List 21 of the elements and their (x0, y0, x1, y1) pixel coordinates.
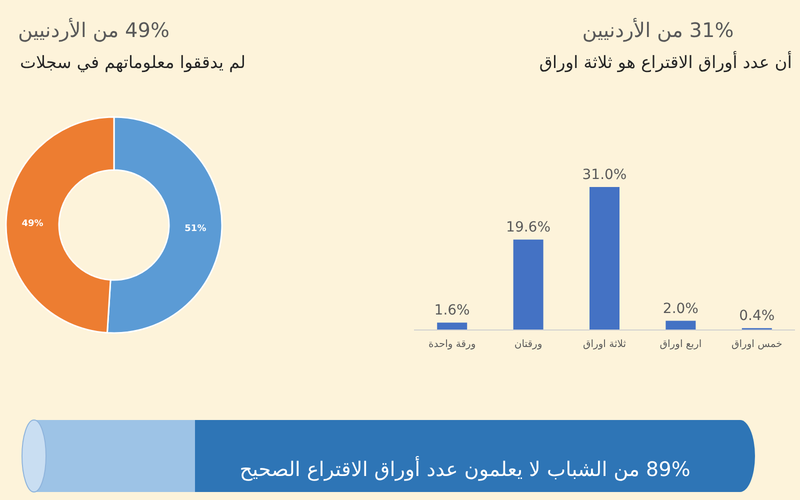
chart-title: 49% من الأردنيين (18, 17, 170, 42)
x-tick-label: خمس اوراق (731, 339, 782, 350)
x-tick-label: اربع اوراق (660, 339, 702, 350)
chart-subtitle: لم يدققوا معلوماتهم في سجلات (20, 53, 246, 73)
x-tick-label: ثلاثة اوراق (582, 339, 626, 350)
bar (590, 187, 620, 330)
data-label: 31.0% (582, 167, 627, 183)
chart-subtitle: أن عدد أوراق الاقتراع هو ثلاثة اوراق (539, 51, 792, 73)
data-label: 49% (22, 218, 44, 229)
bar (437, 322, 468, 330)
x-tick-label: ورقة واحدة (428, 339, 476, 350)
bar (666, 320, 696, 330)
data-label: 0.4% (739, 308, 775, 324)
data-label: 19.6% (506, 220, 551, 236)
bar (513, 240, 544, 330)
data-label: 2.0% (662, 300, 698, 317)
x-tick-label: ورقتان (514, 339, 542, 350)
text: 89% من الشباب لا يعلمون عدد أوراق الاقتراع الصحيح (240, 456, 690, 481)
data-label: 51% (184, 224, 206, 234)
data-label: 1.6% (434, 302, 470, 319)
chart-title: 31% من الأردنيين (582, 17, 734, 42)
